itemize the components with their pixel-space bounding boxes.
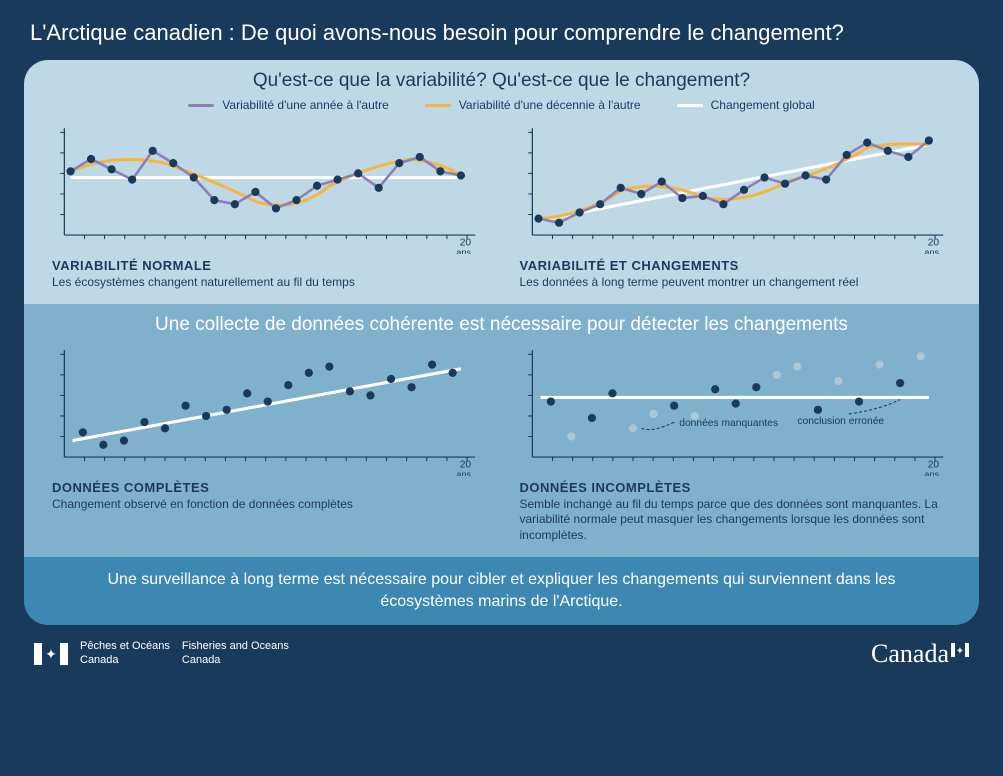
dept-english: Fisheries and Oceans Canada xyxy=(182,640,289,666)
legend-label: Changement global xyxy=(711,98,815,112)
chart-subtitle: Semble inchangé au fil du temps parce qu… xyxy=(520,497,952,544)
svg-text:✦: ✦ xyxy=(956,646,964,657)
svg-text:ans: ans xyxy=(456,470,471,476)
chart-heading: DONNÉES INCOMPLÈTES xyxy=(520,480,952,495)
chart-subtitle: Les données à long terme peuvent montrer… xyxy=(520,275,952,291)
svg-text:ans: ans xyxy=(456,248,471,254)
canada-flag-icon: ✦ xyxy=(34,643,68,665)
dept-line: Pêches et Océans xyxy=(80,640,170,653)
section-top-title: Qu'est-ce que la variabilité? Qu'est-ce … xyxy=(52,70,951,92)
chart-subtitle: Changement observé en fonction de donnée… xyxy=(52,497,484,513)
main-panel: Qu'est-ce que la variabilité? Qu'est-ce … xyxy=(24,60,979,625)
section-data-collection: Une collecte de données cohérente est né… xyxy=(24,304,979,557)
dept-line: Canada xyxy=(182,654,289,667)
dept-french: Pêches et Océans Canada xyxy=(80,640,170,666)
chart-incomplete-data: 20ansdonnées manquantesconclusion erroné… xyxy=(520,342,952,543)
footer: ✦ Pêches et Océans Canada Fisheries and … xyxy=(24,625,979,669)
dept-line: Fisheries and Oceans xyxy=(182,640,289,653)
chart-heading: VARIABILITÉ NORMALE xyxy=(52,258,484,273)
section-variability: Qu'est-ce que la variabilité? Qu'est-ce … xyxy=(24,60,979,304)
svg-text:ans: ans xyxy=(924,248,939,254)
svg-text:conclusion erronée: conclusion erronée xyxy=(797,416,884,427)
chart-normal-variability: 20ans VARIABILITÉ NORMALE Les écosystème… xyxy=(52,120,484,290)
section-conclusion: Une surveillance à long terme est nécess… xyxy=(24,557,979,624)
canada-wordmark: Canada ✦ xyxy=(871,639,969,669)
legend-label: Variabilité d'une année à l'autre xyxy=(222,98,388,112)
legend-item: Changement global xyxy=(677,98,815,112)
conclusion-text: Une surveillance à long terme est nécess… xyxy=(108,571,896,610)
legend-item: Variabilité d'une année à l'autre xyxy=(188,98,388,112)
legend-swatch xyxy=(677,104,703,107)
svg-text:données manquantes: données manquantes xyxy=(679,418,778,429)
chart-subtitle: Les écosystèmes changent naturellement a… xyxy=(52,275,484,291)
legend-label: Variabilité d'une décennie à l'autre xyxy=(459,98,641,112)
legend-swatch xyxy=(425,104,451,107)
chart-heading: DONNÉES COMPLÈTES xyxy=(52,480,484,495)
dept-line: Canada xyxy=(80,654,170,667)
legend: Variabilité d'une année à l'autre Variabi… xyxy=(52,98,951,112)
legend-swatch xyxy=(188,104,214,107)
chart-variability-change: 20ans VARIABILITÉ ET CHANGEMENTS Les don… xyxy=(520,120,952,290)
chart-heading: VARIABILITÉ ET CHANGEMENTS xyxy=(520,258,952,273)
chart-complete-data: 20ans DONNÉES COMPLÈTES Changement obser… xyxy=(52,342,484,543)
page-title: L'Arctique canadien : De quoi avons-nous… xyxy=(24,20,979,46)
svg-text:ans: ans xyxy=(924,470,939,476)
legend-item: Variabilité d'une décennie à l'autre xyxy=(425,98,641,112)
svg-text:✦: ✦ xyxy=(45,646,57,662)
section-mid-title: Une collecte de données cohérente est né… xyxy=(52,314,951,336)
